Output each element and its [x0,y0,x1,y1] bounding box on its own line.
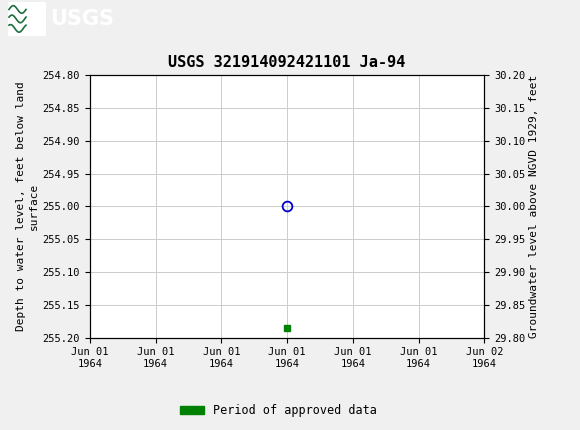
Text: USGS: USGS [50,9,114,29]
Y-axis label: Groundwater level above NGVD 1929, feet: Groundwater level above NGVD 1929, feet [530,75,539,338]
FancyBboxPatch shape [8,2,46,36]
Legend: Period of approved data: Period of approved data [175,399,382,422]
Title: USGS 321914092421101 Ja-94: USGS 321914092421101 Ja-94 [168,55,406,70]
Y-axis label: Depth to water level, feet below land
surface: Depth to water level, feet below land su… [16,82,38,331]
